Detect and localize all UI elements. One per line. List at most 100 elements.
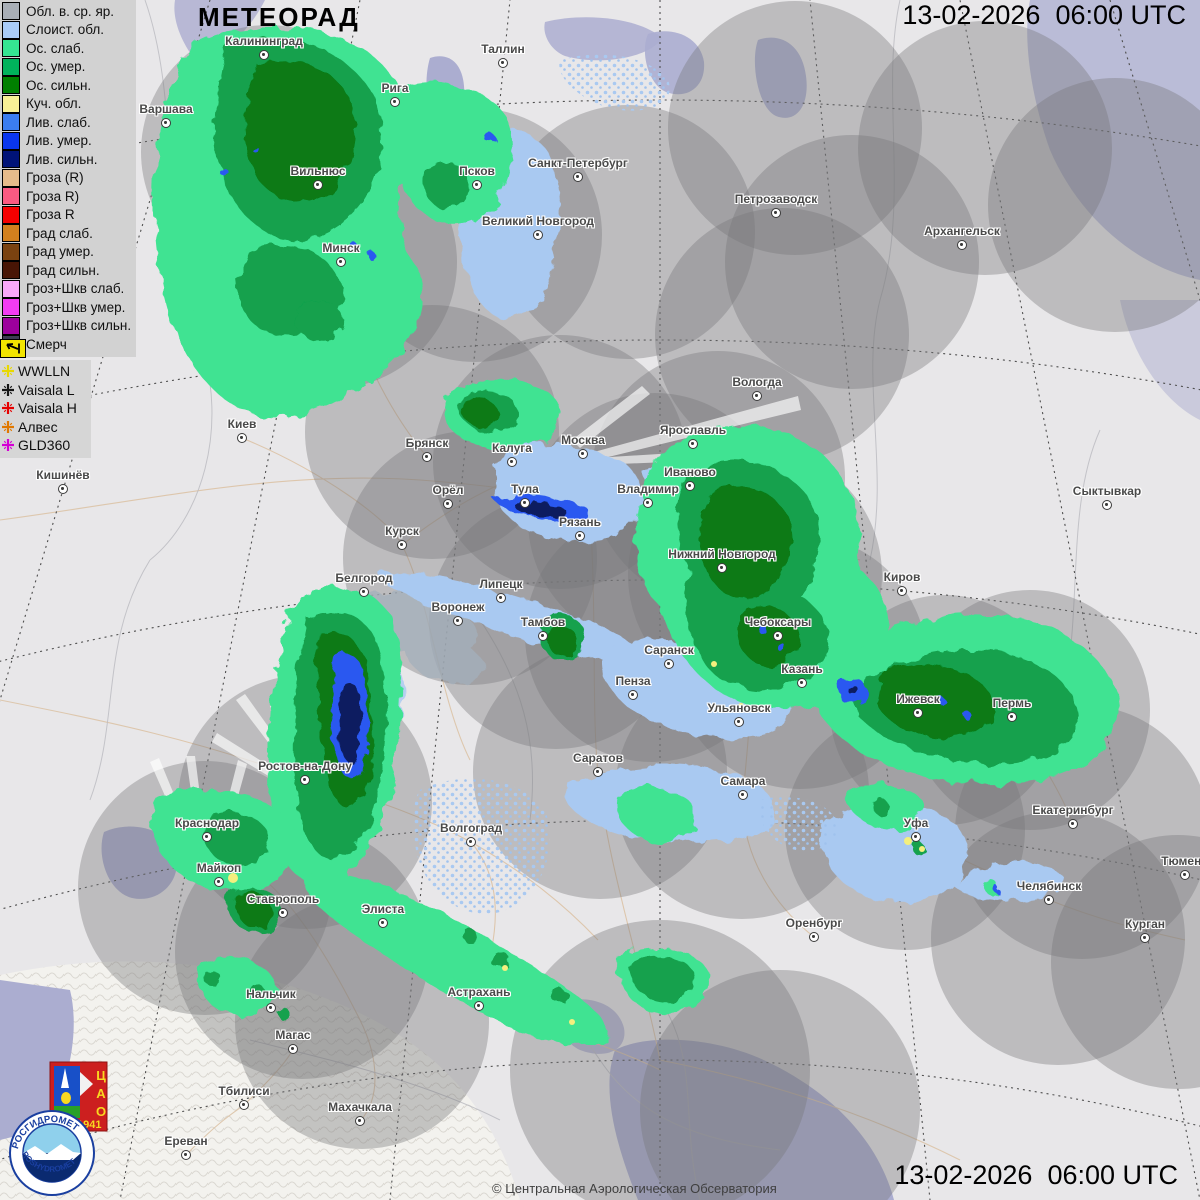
city-label: Элиста <box>361 902 405 916</box>
legend-row: Обл. в. ср. яр. <box>2 2 131 21</box>
city-marker-icon <box>533 230 543 240</box>
city-label: Киев <box>227 417 257 431</box>
legend-row: Лив. умер. <box>2 131 131 151</box>
city-marker-icon <box>538 631 548 641</box>
city-marker-icon <box>507 457 517 467</box>
city-marker-icon <box>734 717 744 727</box>
city-label: Псков <box>459 164 495 178</box>
precip-cumulus <box>228 661 925 1025</box>
city-marker-icon <box>738 790 748 800</box>
legend-label: Лив. слаб. <box>26 114 91 130</box>
lightning-legend: WWLLN Vaisala L Vaisala H Алвес GLD360 <box>0 339 91 458</box>
lightning-cross-icon <box>2 365 14 378</box>
city-label: Пермь <box>992 696 1032 710</box>
city-label: Варшава <box>139 102 193 116</box>
city-marker-icon <box>1007 712 1017 722</box>
city-marker-icon <box>378 918 388 928</box>
legend-color-swatch <box>2 168 20 187</box>
legend-label: Ос. умер. <box>26 59 86 75</box>
precip-speckle <box>413 54 838 914</box>
attribution-text: © Центральная Аэрологическая Обсерватори… <box>492 1181 777 1196</box>
lightning-row: Алвес <box>1 418 87 437</box>
city-marker-icon <box>58 484 68 494</box>
legend-row: Град умер. <box>2 242 131 262</box>
city-marker-icon <box>593 767 603 777</box>
legend-label: Гроза R <box>26 207 75 223</box>
city-label: Астрахань <box>447 985 511 999</box>
city-marker-icon <box>1068 819 1078 829</box>
lightning-cross-icon <box>2 402 14 415</box>
city-label: Ижевск <box>896 692 940 706</box>
city-marker-icon <box>181 1150 191 1160</box>
city-label: Казань <box>781 662 823 676</box>
city-marker-icon <box>453 616 463 626</box>
timestamp-bottom: 13-02-2026 06:00 UTC <box>894 1160 1178 1190</box>
legend-label: Гроз+Шкв сильн. <box>26 318 132 334</box>
city-marker-icon <box>239 1100 249 1110</box>
lightning-label: Vaisala L <box>18 381 75 398</box>
city-marker-icon <box>578 449 588 459</box>
city-marker-icon <box>771 208 781 218</box>
city-label: Самара <box>720 774 766 788</box>
legend-label: Гроз+Шкв слаб. <box>26 281 125 297</box>
city-label: Краснодар <box>174 816 240 830</box>
city-label: Чебоксары <box>744 615 812 629</box>
city-label: Ульяновск <box>707 701 771 715</box>
city-marker-icon <box>628 690 638 700</box>
legend-color-swatch <box>2 205 20 224</box>
city-marker-icon <box>266 1003 276 1013</box>
lightning-label: Алвес <box>18 418 58 435</box>
lightning-cross-icon <box>2 439 14 452</box>
city-marker-icon <box>809 932 819 942</box>
city-marker-icon <box>443 499 453 509</box>
city-label: Пенза <box>615 674 651 688</box>
legend-row: Гроза R <box>2 205 131 225</box>
legend-label: Ос. слаб. <box>26 40 85 56</box>
city-label: Киров <box>883 570 921 584</box>
legend-row: Ос. умер. <box>2 57 131 77</box>
city-label: Ереван <box>164 1134 208 1148</box>
legend-color-swatch <box>2 298 20 317</box>
city-marker-icon <box>214 877 224 887</box>
lightning-row: WWLLN <box>1 362 87 381</box>
city-label: Кишинёв <box>36 468 90 482</box>
lightning-label: GLD360 <box>18 437 71 454</box>
city-label: Саратов <box>573 751 623 765</box>
city-label: Тула <box>511 482 539 496</box>
city-marker-icon <box>688 439 698 449</box>
legend-color-swatch <box>2 242 20 261</box>
city-marker-icon <box>717 563 727 573</box>
city-label: Нижний Новгород <box>668 547 776 561</box>
legend-color-swatch <box>2 2 20 21</box>
city-label: Рязань <box>559 515 601 529</box>
city-label: Архангельск <box>924 224 1000 238</box>
city-label: Магас <box>275 1028 311 1042</box>
city-label: Челябинск <box>1016 879 1082 893</box>
city-marker-icon <box>911 832 921 842</box>
city-label: Вологда <box>732 375 782 389</box>
city-label: Орёл <box>432 483 464 497</box>
lightning-row: Vaisala L <box>1 381 87 400</box>
roshydromet-logo: РОСГИДРОМЕТ ROSHYDROMET <box>9 1110 95 1196</box>
city-label: Сыктывкар <box>1072 484 1142 498</box>
legend-label: Обл. в. ср. яр. <box>26 3 115 19</box>
city-label: Курск <box>385 524 419 538</box>
city-marker-icon <box>643 498 653 508</box>
city-label: Калуга <box>492 441 532 455</box>
city-marker-icon <box>496 593 506 603</box>
legend-label: Слоист. обл. <box>26 22 105 38</box>
city-label: Уфа <box>903 816 929 830</box>
city-label: Волгоград <box>439 821 503 835</box>
squall-arrow-icon <box>6 343 20 354</box>
city-label: Москва <box>561 433 605 447</box>
city-label: Екатеринбург <box>1032 803 1114 817</box>
city-marker-icon <box>498 58 508 68</box>
city-label: Минск <box>322 241 360 255</box>
legend-color-swatch <box>2 94 20 113</box>
lightning-label: Vaisala H <box>18 400 77 417</box>
legend-color-swatch <box>2 57 20 76</box>
lightning-row: Vaisala H <box>1 399 87 418</box>
city-marker-icon <box>664 659 674 669</box>
